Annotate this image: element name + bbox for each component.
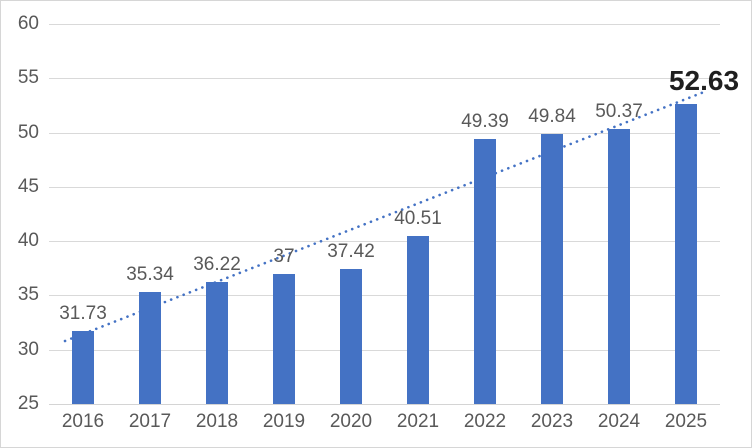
bar-2022[interactable] bbox=[474, 139, 496, 404]
gridline bbox=[49, 350, 720, 351]
data-label: 35.34 bbox=[126, 264, 174, 285]
data-label: 37 bbox=[273, 246, 295, 267]
y-axis-tick-label: 30 bbox=[17, 339, 39, 360]
bar-2019[interactable] bbox=[273, 274, 295, 404]
x-axis-line bbox=[49, 404, 720, 405]
x-axis-tick-label-2016: 2016 bbox=[61, 411, 105, 432]
gridline bbox=[49, 78, 720, 79]
x-axis-tick-label-2020: 2020 bbox=[329, 411, 373, 432]
data-label: 40.51 bbox=[394, 208, 442, 229]
y-axis-tick-label: 45 bbox=[17, 176, 39, 197]
bar-2024[interactable] bbox=[608, 129, 630, 404]
x-axis-tick-label-2025: 2025 bbox=[664, 411, 708, 432]
data-label: 31.73 bbox=[59, 303, 107, 324]
y-axis-tick-label: 55 bbox=[17, 67, 39, 88]
data-label: 49.84 bbox=[528, 106, 576, 127]
y-axis-tick-label: 50 bbox=[17, 122, 39, 143]
bar-2023[interactable] bbox=[541, 134, 563, 404]
bar-2020[interactable] bbox=[340, 269, 362, 404]
bar-2017[interactable] bbox=[139, 292, 161, 404]
y-axis-tick-label: 60 bbox=[17, 13, 39, 34]
bar-2018[interactable] bbox=[206, 282, 228, 404]
data-label: 50.37 bbox=[595, 101, 643, 122]
x-axis-tick-label-2021: 2021 bbox=[396, 411, 440, 432]
x-axis-tick-label-2018: 2018 bbox=[195, 411, 239, 432]
data-label-highlighted: 52.63 bbox=[668, 65, 740, 96]
x-axis-tick-label-2023: 2023 bbox=[530, 411, 574, 432]
x-axis-tick-label-2022: 2022 bbox=[463, 411, 507, 432]
bar-2025[interactable] bbox=[675, 104, 697, 404]
bar-2016[interactable] bbox=[72, 331, 94, 404]
y-axis-tick-label: 25 bbox=[17, 393, 39, 414]
data-label: 37.42 bbox=[327, 241, 375, 262]
data-label: 49.39 bbox=[461, 111, 509, 132]
gridline bbox=[49, 24, 720, 25]
x-axis-tick-label-2019: 2019 bbox=[262, 411, 306, 432]
y-axis-tick-label: 40 bbox=[17, 230, 39, 251]
x-axis-tick-label-2024: 2024 bbox=[597, 411, 641, 432]
bar-2021[interactable] bbox=[407, 236, 429, 404]
data-label: 36.22 bbox=[193, 254, 241, 275]
y-axis-tick-label: 35 bbox=[17, 284, 39, 305]
x-axis-tick-label-2017: 2017 bbox=[128, 411, 172, 432]
